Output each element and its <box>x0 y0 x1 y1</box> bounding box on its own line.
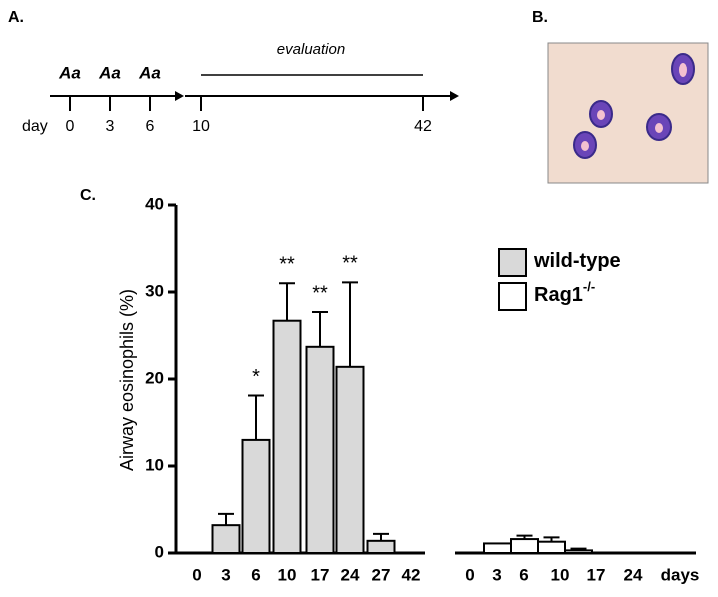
x-tick-label: 0 <box>192 565 201 584</box>
evaluation-label: evaluation <box>277 41 345 58</box>
error-bar <box>342 281 358 367</box>
day-tick-label: 6 <box>146 118 155 135</box>
cell-core <box>597 110 605 120</box>
dose-label: Aa <box>58 63 81 82</box>
day-tick-label: 3 <box>106 118 115 135</box>
bar <box>305 345 335 554</box>
y-tick-label: 40 <box>145 194 164 213</box>
legend-superscript: -/- <box>583 279 595 294</box>
y-tick-label: 30 <box>145 281 164 300</box>
error-bar <box>312 311 328 347</box>
arrow <box>175 91 184 101</box>
bar <box>241 438 271 554</box>
x-tick-label: 3 <box>492 565 501 584</box>
day-tick-label: 0 <box>66 118 75 135</box>
significance: ** <box>279 254 295 276</box>
cell-core <box>581 141 589 151</box>
bar <box>335 365 365 554</box>
x-tick-label: 10 <box>278 565 297 584</box>
bar <box>510 538 539 555</box>
x-tick-label: 17 <box>587 565 606 584</box>
significance: ** <box>312 282 328 304</box>
day-tick-label: 42 <box>414 118 432 135</box>
cell-core <box>655 123 663 133</box>
legend-label: wild-type <box>533 250 621 272</box>
bar <box>211 524 241 554</box>
bar <box>564 549 593 555</box>
x-tick-label: 6 <box>251 565 260 584</box>
x-tick-label: 24 <box>341 565 360 584</box>
x-tick-label: 3 <box>221 565 230 584</box>
arrow <box>450 91 459 101</box>
micrograph <box>547 42 709 184</box>
significance: * <box>252 366 260 388</box>
dose-label: Aa <box>98 63 121 82</box>
bar <box>366 539 396 555</box>
dose-label: Aa <box>138 63 161 82</box>
x-unit: days <box>661 565 700 584</box>
bar <box>483 542 512 554</box>
panel-label: B. <box>532 9 548 26</box>
error-bar <box>570 547 587 551</box>
bar <box>537 540 566 555</box>
y-tick-label: 20 <box>145 368 164 387</box>
y-tick-label: 10 <box>145 455 164 474</box>
error-bar <box>218 512 234 526</box>
legend-label: Rag1-/- <box>534 279 595 306</box>
x-tick-label: 0 <box>465 565 474 584</box>
day-label: day <box>22 118 48 135</box>
error-bar <box>248 394 264 440</box>
x-tick-label: 17 <box>311 565 330 584</box>
x-tick-label: 42 <box>402 565 421 584</box>
legend-swatch <box>498 248 527 277</box>
legend-name: Rag1 <box>534 284 583 306</box>
x-tick-label: 10 <box>551 565 570 584</box>
y-axis-label: Airway eosinophils (%) <box>117 289 137 471</box>
cell-core <box>679 63 687 77</box>
day-tick-label: 10 <box>192 118 210 135</box>
significance: ** <box>342 253 358 275</box>
bar <box>272 319 302 554</box>
x-tick-label: 24 <box>624 565 643 584</box>
error-bar <box>279 282 295 321</box>
error-bar <box>516 534 533 540</box>
x-tick-label: 27 <box>372 565 391 584</box>
y-tick-label: 0 <box>155 542 164 561</box>
error-bar <box>373 532 389 541</box>
legend-name: wild-type <box>533 250 621 272</box>
panel-label: A. <box>8 9 24 26</box>
error-bar <box>543 536 560 542</box>
panel-label: C. <box>80 187 96 204</box>
legend-swatch <box>498 282 527 311</box>
x-tick-label: 6 <box>519 565 528 584</box>
